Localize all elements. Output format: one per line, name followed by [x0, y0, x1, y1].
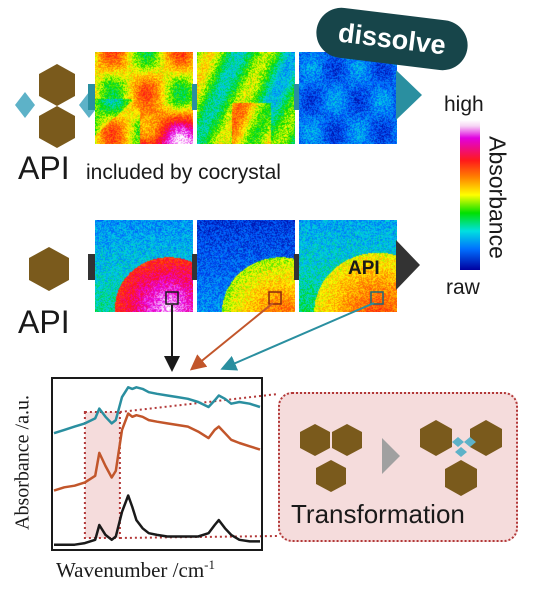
- map-separator: [294, 84, 300, 110]
- colorbar-low-label: raw: [446, 276, 480, 299]
- api-caption-top: API: [18, 150, 70, 186]
- transformation-label: Transformation: [291, 499, 465, 529]
- x-axis-label-text: Wavenumber /cm: [56, 558, 205, 582]
- map-separator: [192, 254, 198, 280]
- api-hexagon-icon: [24, 244, 74, 294]
- map-separator: [294, 254, 300, 280]
- cocrystal-hexagon-icon: [12, 60, 102, 150]
- x-axis-label-sup: -1: [204, 557, 216, 572]
- zoom-line-bottom: [119, 535, 279, 539]
- raman-map-top-3: [299, 52, 397, 144]
- x-axis-label: Wavenumber /cm-1: [56, 557, 215, 583]
- colorbar-high-label: high: [444, 93, 484, 116]
- plot-frame: [51, 377, 263, 551]
- cocrystal-cluster-icon: [416, 418, 506, 503]
- raman-map-top-2: [197, 52, 295, 144]
- y-axis-label: Absorbance /a.u.: [11, 395, 34, 530]
- spectrum-line-1: [53, 386, 261, 435]
- api-caption-mid: API: [18, 304, 70, 340]
- spectrum-line-2: [53, 412, 261, 492]
- map-api-label: API: [348, 258, 380, 279]
- series-layer: [53, 386, 261, 546]
- arrow-connector: [88, 254, 96, 280]
- chevron-right-icon: [382, 438, 400, 479]
- time-arrow-dark: [396, 240, 420, 295]
- api-cluster-icon: [296, 422, 374, 501]
- spectrum-line-3: [54, 494, 260, 546]
- raman-map-top-1: [95, 52, 193, 144]
- map-separator: [192, 84, 198, 110]
- time-arrow-teal: [396, 70, 422, 125]
- zoom-line-top: [119, 393, 279, 413]
- arrow-connector: [88, 84, 96, 110]
- cocrystal-caption: included by cocrystal: [86, 161, 281, 184]
- absorbance-colorbar: [460, 120, 480, 270]
